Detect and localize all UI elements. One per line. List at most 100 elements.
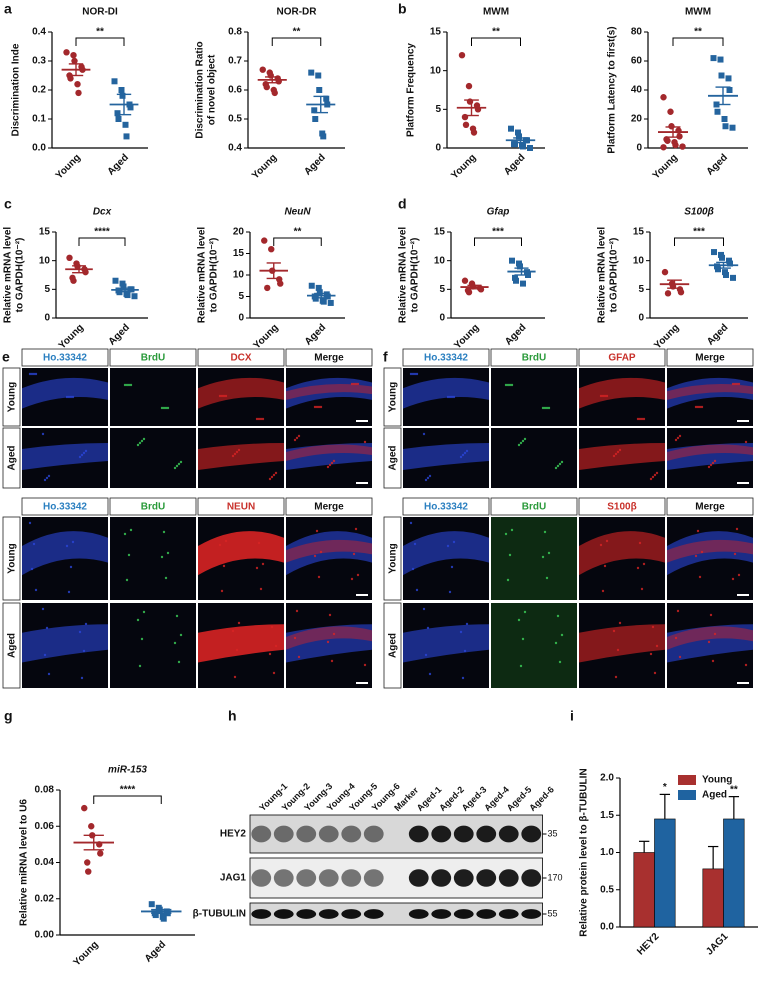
y-tick-label: 0	[636, 143, 642, 154]
column-header-box	[285, 348, 373, 367]
micrograph-spot	[235, 648, 239, 652]
x-tick-label: Aged	[143, 939, 168, 964]
micrograph-spot	[328, 463, 332, 467]
micrograph-spot	[737, 573, 741, 577]
micrograph-spot	[508, 383, 512, 387]
y-tick-label: 15	[430, 27, 442, 38]
y-tick-label: 0	[238, 313, 244, 324]
micrograph-spot	[733, 382, 737, 386]
micrograph-spot	[678, 434, 682, 438]
band-label: JAG1	[220, 873, 247, 884]
micrograph-spot	[295, 436, 299, 440]
micrograph-spot	[220, 394, 224, 398]
micrograph-spot	[166, 406, 170, 410]
y-axis-label: Relative protein level to β-TUBULIN	[579, 768, 590, 936]
micrograph-spot	[694, 554, 698, 558]
significance-label: ***	[693, 227, 705, 238]
scale-bar	[737, 420, 749, 422]
micrograph-spot	[707, 640, 711, 644]
micrograph-stain	[198, 377, 284, 409]
y-tick-label: 15	[633, 227, 645, 238]
micrograph-spot	[713, 459, 717, 463]
column-header: S100β	[607, 502, 636, 513]
data-point	[263, 83, 270, 91]
micrograph-spot	[255, 417, 259, 421]
significance-label: *	[663, 782, 667, 793]
data-point	[264, 284, 271, 292]
micrograph-stain	[579, 624, 665, 663]
y-tick-label: 20	[631, 114, 643, 125]
chart-title: S100β	[684, 207, 714, 218]
data-point	[722, 123, 729, 130]
y-tick-label: 1.5	[600, 810, 614, 821]
micrograph-spot	[618, 448, 622, 452]
column-header: BrdU	[141, 353, 165, 364]
data-point	[70, 52, 77, 59]
micrograph-spot	[700, 550, 704, 554]
micrograph-spot	[461, 453, 465, 457]
micrograph-stain	[667, 539, 753, 563]
row-header: Young	[388, 382, 399, 412]
micrograph-spot	[237, 448, 241, 452]
x-tick-label: Young	[452, 322, 481, 351]
micrograph-spot	[71, 395, 75, 399]
micrograph-stain	[198, 443, 284, 470]
data-point	[268, 246, 275, 253]
y-tick-label: 0	[44, 313, 50, 324]
data-point	[323, 95, 330, 102]
micrograph-spot	[733, 552, 737, 556]
x-tick-label: Young	[251, 322, 280, 351]
legend-label: Aged	[702, 790, 727, 801]
data-point	[668, 123, 675, 130]
micrograph-stain	[667, 383, 753, 400]
blot-band	[453, 909, 474, 919]
data-point	[122, 121, 129, 128]
y-axis-label: of novel object	[207, 54, 218, 125]
blot-band	[341, 869, 362, 887]
x-tick-label: Aged	[107, 322, 132, 347]
data-point	[308, 282, 315, 289]
column-header-box	[578, 348, 666, 367]
micrograph-stain	[403, 443, 489, 470]
micrograph-spot	[554, 641, 558, 645]
scale-bar	[737, 594, 749, 596]
micrograph-spot	[268, 652, 272, 656]
data-point	[660, 94, 667, 101]
data-point	[520, 280, 526, 287]
micrograph-spot	[319, 405, 323, 409]
micrograph-spot	[737, 382, 741, 386]
micrograph-spot	[363, 663, 367, 667]
micrograph-spot	[274, 471, 278, 475]
micrograph-stain	[286, 626, 372, 650]
micrograph-spot	[694, 405, 698, 409]
micrograph-stain	[579, 443, 665, 470]
micrograph-spot	[517, 443, 521, 447]
micrograph-spot	[127, 383, 131, 387]
micrograph-spot	[140, 637, 144, 641]
micrograph-spot	[129, 528, 133, 532]
micrograph-spot	[175, 464, 179, 468]
micrograph-spot	[28, 521, 32, 525]
data-point	[718, 72, 725, 79]
micrograph-spot	[519, 441, 523, 445]
x-tick-label: Young	[54, 152, 83, 181]
micrograph-spot	[640, 417, 644, 421]
blot-band	[476, 869, 497, 887]
y-tick-label: 1.0	[600, 847, 614, 858]
micrograph-spot	[175, 614, 179, 618]
x-tick-label: HEY2	[635, 931, 662, 958]
data-point	[723, 272, 729, 278]
y-tick-label: 0.02	[35, 893, 55, 904]
micrograph-spot	[428, 672, 432, 676]
micrograph-spot	[166, 551, 170, 555]
blot-band	[521, 825, 542, 843]
micrograph-spot	[545, 406, 549, 410]
micrograph-spot	[332, 632, 336, 636]
micrograph-spot	[45, 626, 49, 630]
panel-letter: d	[398, 196, 407, 212]
micrograph-spot	[142, 437, 146, 441]
data-point	[527, 145, 533, 151]
micrograph-spot	[541, 406, 545, 410]
row-header: Aged	[7, 446, 18, 471]
